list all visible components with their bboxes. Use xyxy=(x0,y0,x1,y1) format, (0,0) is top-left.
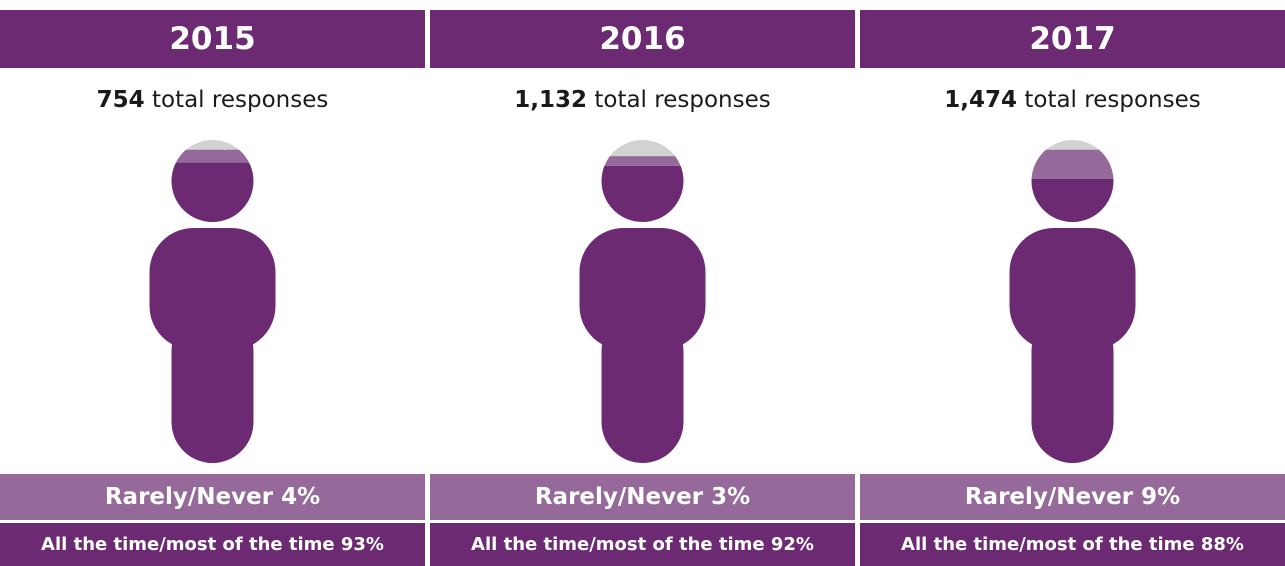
figure-other-segment xyxy=(149,140,276,150)
all-the-time-label: All the time/most of the time 93% xyxy=(41,534,384,555)
panel-2015: 2015 754 total responses Rarely/Never 4%… xyxy=(0,10,425,566)
year-header: 2016 xyxy=(430,10,855,68)
panel-2016: 2016 1,132 total responses Rarely/Never … xyxy=(430,10,855,566)
all-the-time-row: All the time/most of the time 88% xyxy=(860,523,1285,566)
figure-rarely-segment xyxy=(1009,149,1136,179)
figure-other-segment xyxy=(579,140,706,157)
total-responses: 1,132 total responses xyxy=(430,87,855,113)
year-label: 2017 xyxy=(1029,21,1116,57)
figure-always-segment xyxy=(1009,178,1136,463)
all-the-time-label: All the time/most of the time 88% xyxy=(901,534,1244,555)
all-the-time-row: All the time/most of the time 93% xyxy=(0,523,425,566)
panel-2017: 2017 1,474 total responses Rarely/Never … xyxy=(860,10,1285,566)
all-the-time-label: All the time/most of the time 92% xyxy=(471,534,814,555)
year-label: 2015 xyxy=(169,21,256,57)
person-figure xyxy=(579,140,706,463)
total-suffix: total responses xyxy=(587,87,771,113)
rarely-never-row: Rarely/Never 4% xyxy=(0,474,425,520)
year-label: 2016 xyxy=(599,21,686,57)
total-suffix: total responses xyxy=(144,87,329,113)
all-the-time-row: All the time/most of the time 92% xyxy=(430,523,855,566)
person-figure xyxy=(1009,140,1136,463)
total-responses: 1,474 total responses xyxy=(860,87,1285,113)
figure-always-segment xyxy=(579,165,706,463)
rarely-never-row: Rarely/Never 3% xyxy=(430,474,855,520)
total-suffix: total responses xyxy=(1017,87,1201,113)
rarely-never-row: Rarely/Never 9% xyxy=(860,474,1285,520)
total-responses: 754 total responses xyxy=(0,87,425,113)
total-value: 754 xyxy=(96,87,145,113)
rarely-never-label: Rarely/Never 3% xyxy=(534,484,751,510)
figure-always-segment xyxy=(149,162,276,463)
rarely-never-label: Rarely/Never 9% xyxy=(964,484,1181,510)
year-header: 2015 xyxy=(0,10,425,68)
total-value: 1,474 xyxy=(944,87,1018,113)
figure-other-segment xyxy=(1009,140,1136,150)
figure-rarely-segment xyxy=(149,149,276,163)
figure-rarely-segment xyxy=(579,156,706,166)
person-figure xyxy=(149,140,276,463)
rarely-never-label: Rarely/Never 4% xyxy=(104,484,321,510)
total-value: 1,132 xyxy=(514,87,588,113)
year-header: 2017 xyxy=(860,10,1285,68)
